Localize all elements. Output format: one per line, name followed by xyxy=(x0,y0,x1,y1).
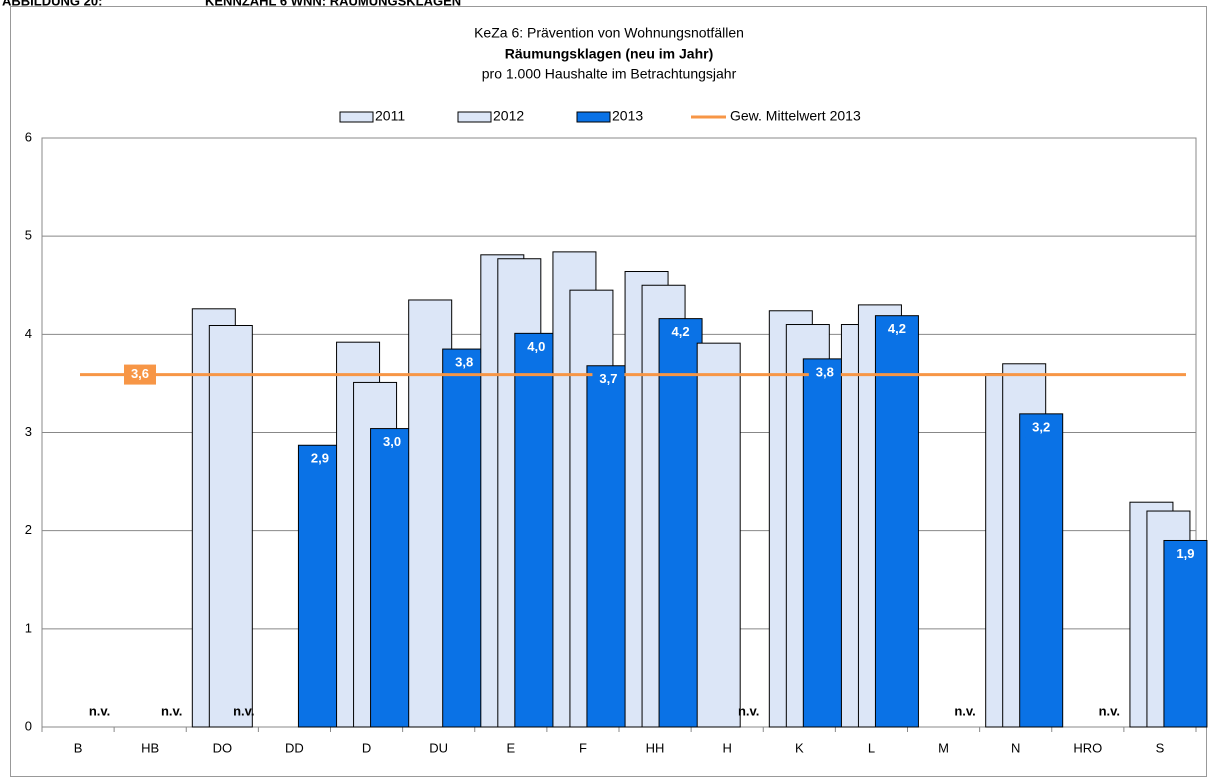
bar xyxy=(208,324,253,728)
x-tick-label: HB xyxy=(141,740,159,755)
x-tick-label: L xyxy=(868,740,875,755)
x-tick-label: H xyxy=(722,740,731,755)
x-tick-label: M xyxy=(938,740,949,755)
legend-label: 2012 xyxy=(493,108,524,124)
figure-caption: KENNZAHL 6 WNN: RÄUMUNGSKLAGEN xyxy=(205,0,461,8)
na-label: n.v. xyxy=(89,703,110,718)
mean-label-box xyxy=(124,364,156,385)
y-tick-label: 6 xyxy=(25,129,32,144)
legend-swatch xyxy=(339,111,374,123)
x-tick-label: DD xyxy=(285,740,304,755)
value-label-box xyxy=(1025,417,1058,438)
na-label: n.v. xyxy=(161,703,182,718)
bar xyxy=(802,358,847,728)
mean-label: 3,6 xyxy=(131,366,149,381)
na-label: n.v. xyxy=(954,703,975,718)
x-tick-label: DO xyxy=(213,740,233,755)
bar xyxy=(297,444,342,728)
value-label: 4,2 xyxy=(672,324,690,339)
x-tick-label: S xyxy=(1156,740,1165,755)
value-label: 1,9 xyxy=(1176,546,1194,561)
value-label-box xyxy=(664,322,697,343)
na-label: n.v. xyxy=(738,703,759,718)
value-label-box xyxy=(303,449,336,470)
value-label: 3,0 xyxy=(383,434,401,449)
na-label: n.v. xyxy=(233,703,254,718)
value-label: 3,8 xyxy=(455,354,473,369)
value-label: 2,9 xyxy=(311,451,329,466)
value-label: 4,2 xyxy=(888,321,906,336)
x-tick-label: E xyxy=(506,740,515,755)
x-tick-label: HRO xyxy=(1073,740,1102,755)
bar xyxy=(514,332,559,728)
value-label-box xyxy=(880,319,913,340)
bar xyxy=(370,428,415,728)
bar xyxy=(442,348,487,728)
value-label-box xyxy=(592,369,625,390)
legend-label: 2011 xyxy=(375,108,405,124)
value-label-box xyxy=(448,353,481,374)
bar xyxy=(1019,413,1064,728)
x-tick-label: N xyxy=(1011,740,1020,755)
value-label-box xyxy=(520,337,553,358)
y-tick-label: 0 xyxy=(25,718,32,733)
y-tick-label: 2 xyxy=(25,522,32,537)
bar xyxy=(874,315,919,728)
value-label: 3,7 xyxy=(599,371,617,386)
bar xyxy=(586,365,631,728)
x-tick-label: K xyxy=(795,740,804,755)
chart-subtitle: Räumungsklagen (neu im Jahr) xyxy=(505,46,713,62)
y-tick-label: 5 xyxy=(25,228,32,243)
value-label: 3,8 xyxy=(816,364,834,379)
bar xyxy=(696,342,741,728)
value-label-box xyxy=(376,432,409,453)
legend-label: Gew. Mittelwert 2013 xyxy=(730,108,861,124)
legend-swatch xyxy=(576,111,611,123)
chart-subtitle-2: pro 1.000 Haushalte im Betrachtungsjahr xyxy=(482,66,737,82)
value-label-box xyxy=(808,362,841,383)
value-label: 3,2 xyxy=(1032,419,1050,434)
value-label: 4,0 xyxy=(527,339,545,354)
x-tick-label: HH xyxy=(646,740,665,755)
y-tick-label: 3 xyxy=(25,424,32,439)
na-label: n.v. xyxy=(1099,703,1120,718)
legend-label: 2013 xyxy=(612,108,643,124)
x-tick-label: F xyxy=(579,740,587,755)
x-tick-label: DU xyxy=(429,740,448,755)
figure-number: ABBILDUNG 20: xyxy=(2,0,102,8)
y-tick-label: 1 xyxy=(25,620,32,635)
legend-swatch xyxy=(457,111,492,123)
chart-title: KeZa 6: Prävention von Wohnungsnotfällen xyxy=(474,25,744,41)
x-tick-label: D xyxy=(362,740,371,755)
y-tick-label: 4 xyxy=(25,326,32,341)
bar xyxy=(658,318,703,728)
x-tick-label: B xyxy=(74,740,83,755)
bar xyxy=(1163,539,1208,728)
value-label-box xyxy=(1169,544,1202,565)
